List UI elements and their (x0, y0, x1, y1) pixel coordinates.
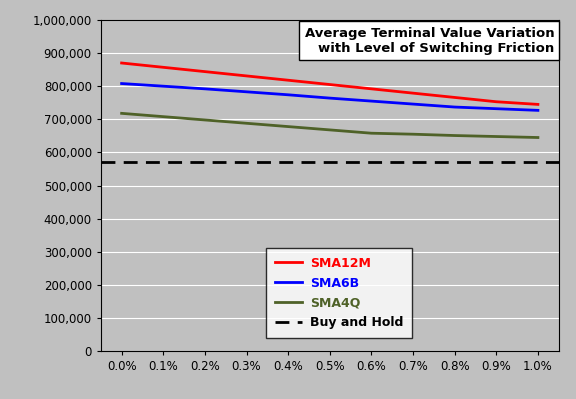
Legend: SMA12M, SMA6B, SMA4Q, Buy and Hold: SMA12M, SMA6B, SMA4Q, Buy and Hold (266, 248, 412, 338)
Text: Average Terminal Value Variation
with Level of Switching Friction: Average Terminal Value Variation with Le… (305, 27, 554, 55)
